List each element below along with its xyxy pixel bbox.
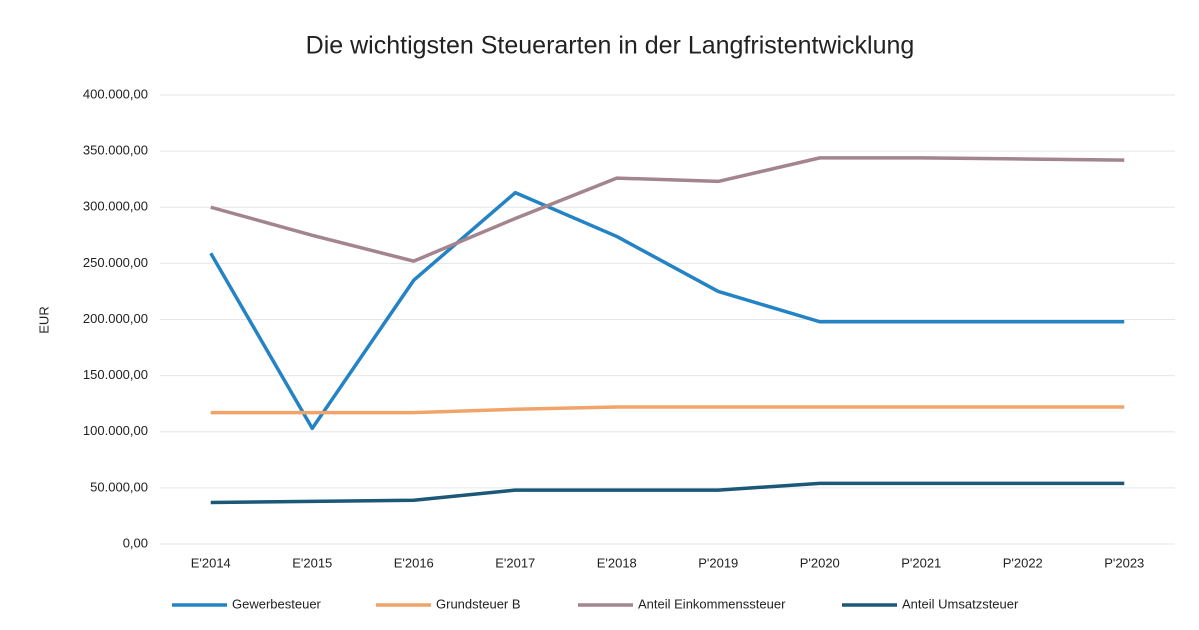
y-tick-label: 150.000,00 xyxy=(83,367,148,382)
x-tick-label: E'2018 xyxy=(597,555,637,570)
series-line xyxy=(209,190,1125,431)
y-tick-label: 300.000,00 xyxy=(83,199,148,214)
y-tick-label: 250.000,00 xyxy=(83,255,148,270)
y-tick-label: 350.000,00 xyxy=(83,143,148,158)
y-tick-label: 100.000,00 xyxy=(83,423,148,438)
x-tick-label: P'2022 xyxy=(1003,555,1043,570)
chart-title: Die wichtigsten Steuerarten in der Langf… xyxy=(306,32,915,60)
series-line xyxy=(210,405,1125,415)
legend-label: Anteil Einkommenssteuer xyxy=(638,596,786,611)
y-tick-label: 50.000,00 xyxy=(90,479,148,494)
series-line xyxy=(210,156,1125,263)
y-tick-label: 400.000,00 xyxy=(83,86,148,101)
x-tick-label: E'2016 xyxy=(394,555,434,570)
x-tick-label: E'2015 xyxy=(292,555,332,570)
x-tick-label: P'2019 xyxy=(698,555,738,570)
y-tick-label: 200.000,00 xyxy=(83,311,148,326)
series-line xyxy=(210,481,1125,505)
legend-label: Anteil Umsatzsteuer xyxy=(902,596,1019,611)
x-tick-label: P'2023 xyxy=(1104,555,1144,570)
x-tick-label: E'2017 xyxy=(495,555,535,570)
y-axis-label: EUR xyxy=(36,306,51,333)
legend-label: Grundsteuer B xyxy=(436,596,521,611)
x-tick-label: P'2020 xyxy=(800,555,840,570)
y-tick-label: 0,00 xyxy=(123,535,148,550)
legend-label: Gewerbesteuer xyxy=(232,596,322,611)
x-tick-label: P'2021 xyxy=(901,555,941,570)
x-tick-label: E'2014 xyxy=(191,555,231,570)
